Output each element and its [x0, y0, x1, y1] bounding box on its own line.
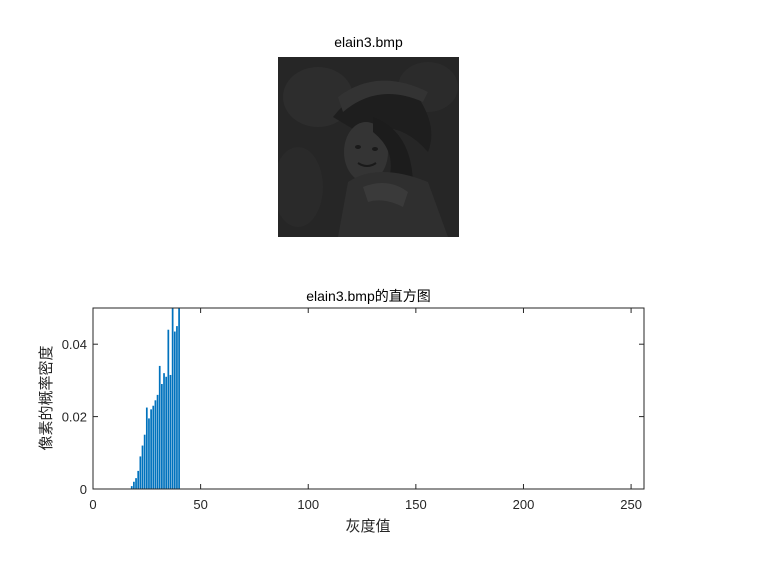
histogram-bar — [137, 470, 140, 489]
histogram-bar — [139, 456, 142, 489]
histogram-bar — [141, 445, 144, 489]
histogram-bar — [130, 486, 133, 489]
histogram-bar — [176, 326, 178, 489]
y-tick-label: 0.04 — [62, 337, 87, 352]
histogram-bar — [171, 308, 174, 489]
histogram-bar — [145, 407, 148, 489]
y-axis-label: 像素的概率密度 — [37, 345, 55, 450]
histogram-bar — [156, 394, 159, 489]
histogram-bar — [165, 376, 168, 489]
histogram-bar — [152, 405, 155, 489]
grayscale-photo — [278, 57, 459, 237]
x-tick-label: 50 — [193, 497, 207, 512]
x-tick-label: 100 — [297, 497, 319, 512]
x-tick-label: 150 — [405, 497, 427, 512]
image-title: elain3.bmp — [334, 34, 403, 50]
histogram-bar — [148, 418, 150, 489]
histogram-bar — [150, 409, 152, 489]
x-tick-label: 0 — [89, 497, 96, 512]
x-axis-label: 灰度值 — [345, 517, 390, 535]
x-tick-label: 250 — [620, 497, 642, 512]
histogram-bar — [178, 308, 180, 489]
x-ticks-group: 0 50 100 150 200 250 — [89, 308, 642, 512]
histogram-bar — [163, 373, 165, 489]
y-tick-label: 0 — [80, 482, 87, 497]
histogram-bar — [169, 374, 172, 489]
chart-title: elain3.bmp的直方图 — [306, 288, 431, 304]
bars-group — [130, 308, 180, 489]
histogram-bar — [154, 400, 157, 489]
plot-axes-box — [92, 307, 645, 490]
histogram-bar — [167, 329, 170, 489]
photo-shapes — [278, 57, 459, 237]
histogram-bar — [133, 481, 135, 489]
histogram-bar — [173, 331, 176, 489]
x-tick-label: 200 — [513, 497, 535, 512]
y-tick-label: 0.02 — [62, 410, 87, 425]
histogram-bar — [135, 478, 137, 489]
histogram-bar — [158, 365, 161, 489]
histogram-bar — [161, 384, 163, 489]
y-ticks-group: 0 0.02 0.04 — [62, 337, 644, 497]
histogram-bar — [143, 434, 146, 489]
